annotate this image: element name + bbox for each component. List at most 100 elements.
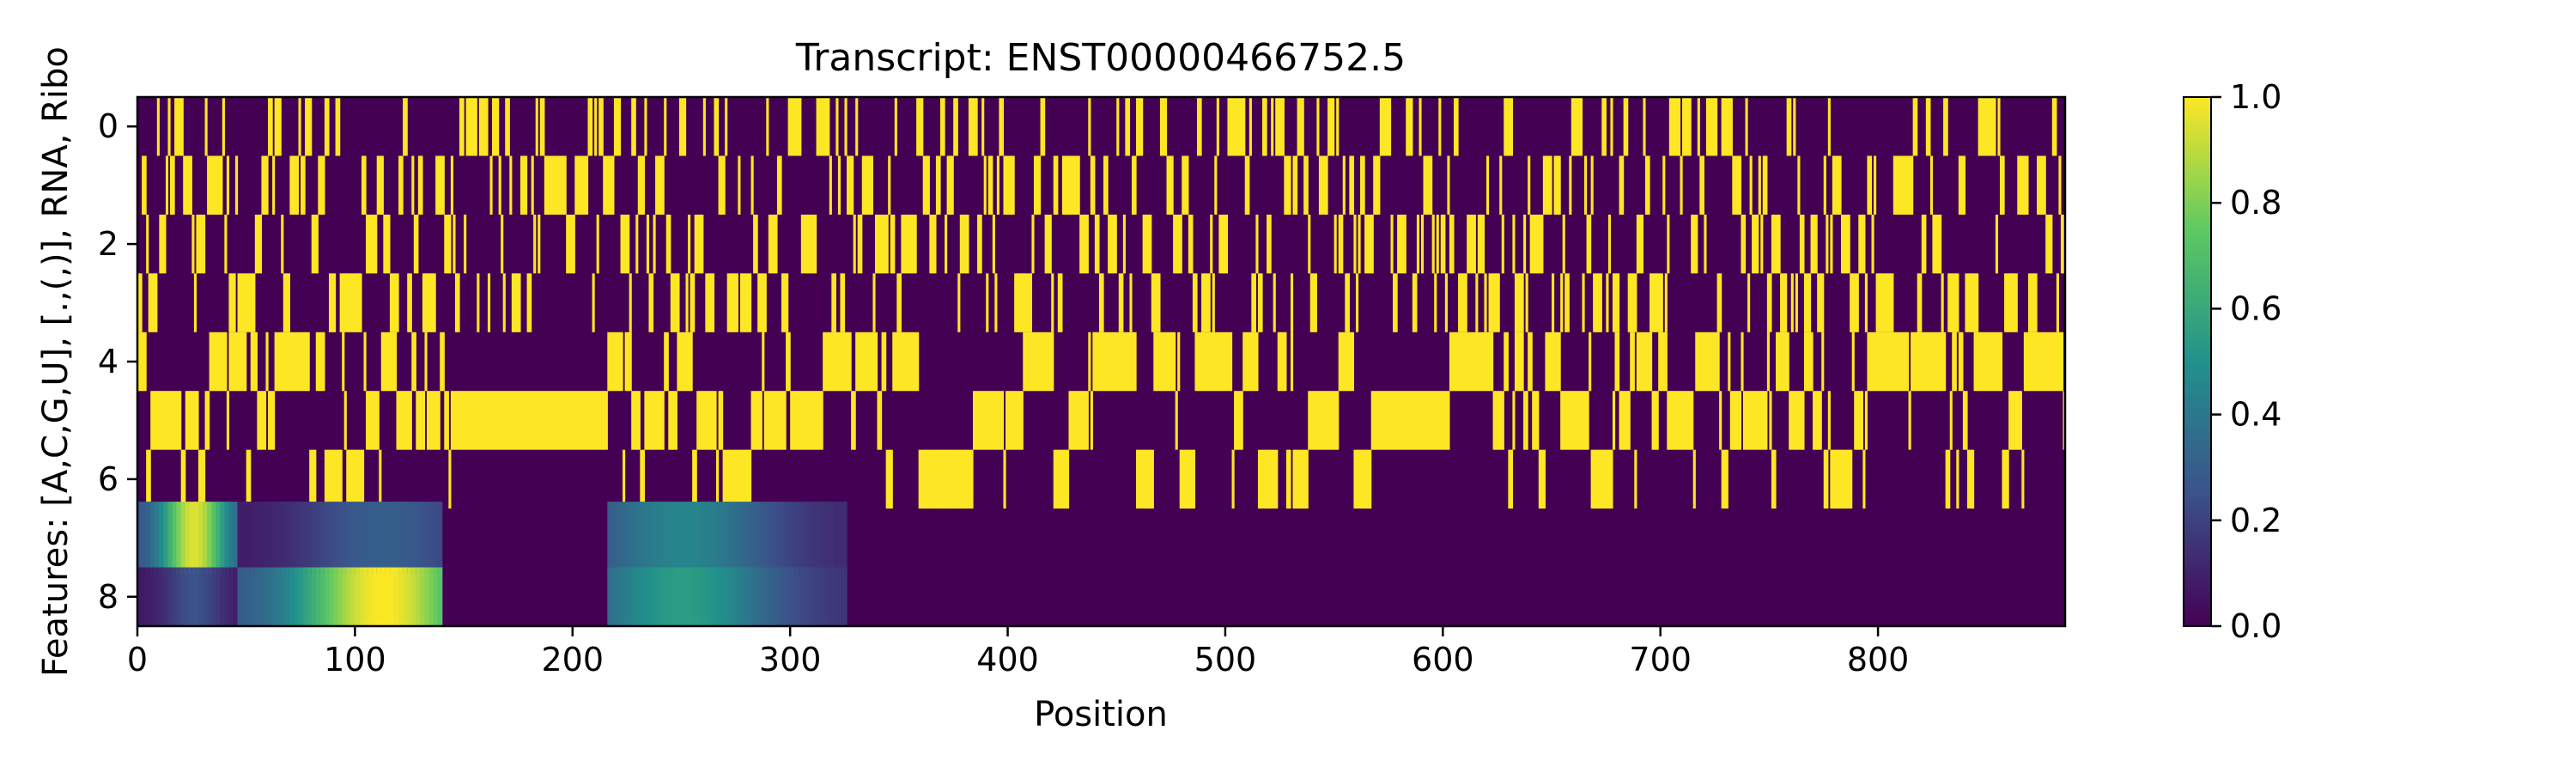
- heatmap-cell: [1784, 332, 1788, 392]
- heatmap-cell: [1447, 155, 1450, 215]
- heatmap-cell: [1575, 391, 1579, 450]
- heatmap-cell: [1593, 273, 1596, 332]
- heatmap-cell: [920, 449, 924, 509]
- heatmap-cell: [692, 449, 696, 509]
- heatmap-cell: [509, 155, 513, 215]
- rna-cell: [750, 502, 756, 575]
- heatmap-cell: [1257, 449, 1261, 509]
- heatmap-cell: [1403, 214, 1406, 274]
- heatmap-cell: [492, 97, 495, 156]
- heatmap-cell: [1512, 391, 1516, 450]
- heatmap-cell: [542, 97, 545, 156]
- heatmap-cell: [1878, 273, 1881, 332]
- heatmap-cell: [285, 273, 289, 332]
- heatmap-cell: [896, 332, 900, 392]
- heatmap-cell: [1521, 332, 1524, 392]
- heatmap-cell: [1281, 97, 1285, 156]
- heatmap-cell: [1203, 332, 1206, 392]
- heatmap-cell: [477, 391, 480, 450]
- heatmap-cell: [1797, 155, 1801, 215]
- heatmap-cell: [435, 391, 439, 450]
- heatmap-cell: [585, 391, 589, 450]
- heatmap-cell: [1747, 273, 1751, 332]
- heatmap-cell: [370, 214, 374, 274]
- heatmap-cell: [744, 449, 748, 509]
- heatmap-cell: [809, 391, 813, 450]
- heatmap-cell: [1230, 332, 1233, 392]
- heatmap-cell: [709, 273, 713, 332]
- heatmap-cell: [820, 391, 823, 450]
- heatmap-cell: [661, 155, 665, 215]
- heatmap-cell: [1753, 391, 1757, 450]
- heatmap-cell: [1697, 97, 1700, 156]
- heatmap-cell: [1649, 332, 1653, 392]
- rna-cell: [258, 502, 264, 575]
- heatmap-cell: [1370, 391, 1374, 450]
- heatmap-cell: [1358, 214, 1361, 274]
- heatmap-cell: [1682, 97, 1686, 156]
- ribo-cell: [319, 567, 325, 626]
- heatmap-cell: [970, 449, 974, 509]
- heatmap-cell: [946, 155, 950, 215]
- heatmap-cell: [1206, 332, 1209, 392]
- heatmap-cell: [2056, 332, 2059, 392]
- rna-cell: [781, 502, 787, 575]
- heatmap-cell: [1595, 449, 1598, 509]
- heatmap-cell: [1346, 273, 1350, 332]
- heatmap-cell: [1127, 332, 1131, 392]
- heatmap-cell: [1029, 273, 1033, 332]
- heatmap-cell: [1878, 332, 1881, 392]
- heatmap-cell: [1838, 449, 1842, 509]
- heatmap-cell: [1656, 391, 1659, 450]
- heatmap-cell: [1856, 391, 1859, 450]
- heatmap-cell: [1155, 332, 1158, 392]
- heatmap-cell: [1042, 332, 1046, 392]
- heatmap-cell: [1584, 391, 1588, 450]
- heatmap-cell: [1579, 391, 1583, 450]
- heatmap-cell: [339, 449, 343, 509]
- heatmap-cell: [884, 214, 887, 274]
- heatmap-cell: [781, 391, 785, 450]
- heatmap-cell: [1832, 449, 1836, 509]
- heatmap-cell: [170, 391, 173, 450]
- heatmap-cell: [1603, 97, 1607, 156]
- x-axis: 0 100 200 300 400 500 600 700 800: [127, 626, 1909, 679]
- heatmap-cell: [1965, 273, 1968, 332]
- heatmap-cell: [722, 449, 726, 509]
- heatmap-cell: [1163, 332, 1168, 392]
- heatmap-cell: [583, 155, 586, 215]
- heatmap-cell: [600, 97, 604, 156]
- heatmap-cell: [1088, 97, 1091, 156]
- heatmap-cell: [2038, 155, 2042, 215]
- heatmap-cell: [1407, 391, 1411, 450]
- heatmap-cell: [1203, 273, 1206, 332]
- heatmap-cell: [746, 273, 750, 332]
- heatmap-cell: [1003, 449, 1006, 509]
- heatmap-cell: [1444, 391, 1448, 450]
- heatmap-cell: [1941, 332, 1944, 392]
- heatmap-cell: [1468, 214, 1472, 274]
- heatmap-cell: [1436, 214, 1439, 274]
- heatmap-cell: [1647, 155, 1650, 215]
- heatmap-cell: [1479, 332, 1483, 392]
- heatmap-cell: [356, 449, 361, 509]
- rna-cell: [185, 502, 191, 575]
- ribo-cell: [633, 567, 639, 626]
- heatmap-cell: [1980, 332, 1984, 392]
- heatmap-cell: [885, 449, 889, 509]
- ribo-cell: [772, 567, 778, 626]
- heatmap-cell: [637, 155, 641, 215]
- heatmap-cell: [546, 391, 550, 450]
- ribo-cell: [841, 567, 848, 626]
- heatmap-cell: [531, 155, 534, 215]
- x-tick-label: 600: [1412, 641, 1474, 679]
- heatmap-cell: [1586, 391, 1589, 450]
- heatmap-cell: [1364, 449, 1368, 509]
- heatmap-cell: [383, 332, 386, 392]
- heatmap-cell: [1362, 449, 1365, 509]
- heatmap-cell: [1460, 273, 1463, 332]
- heatmap-cell: [176, 97, 179, 156]
- heatmap-cell: [1292, 155, 1296, 215]
- heatmap-cell: [2060, 332, 2064, 392]
- heatmap-cell: [1673, 97, 1677, 156]
